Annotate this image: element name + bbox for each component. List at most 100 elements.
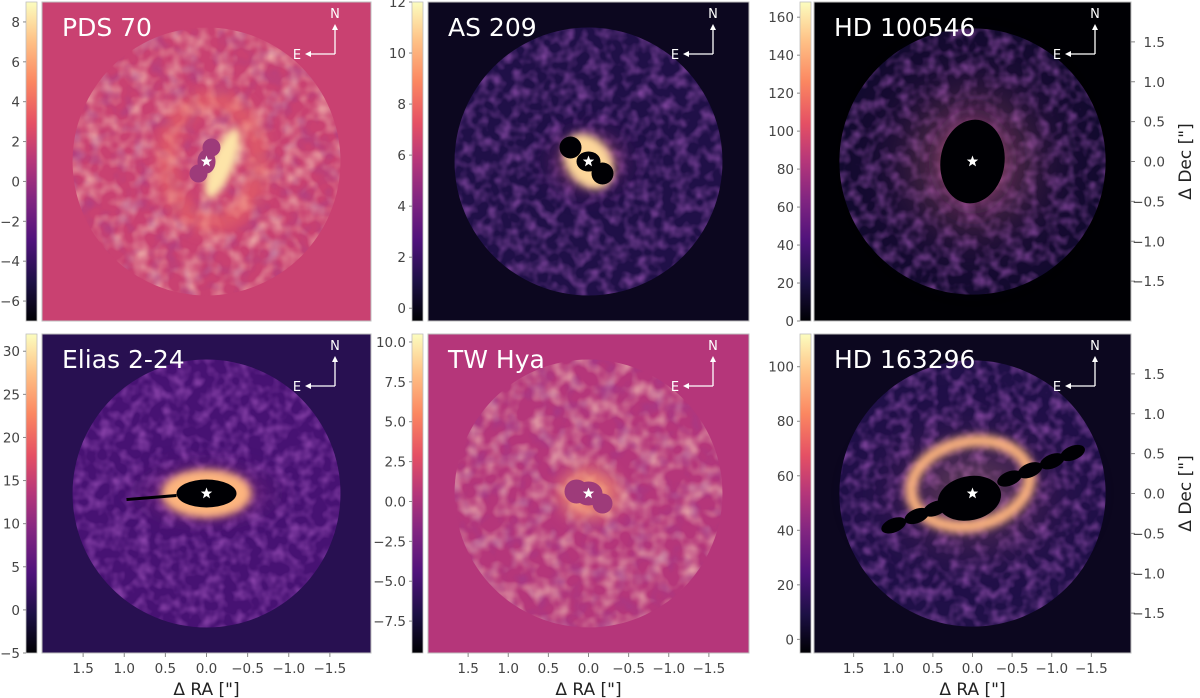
compass-east-label: E — [293, 48, 301, 63]
colorbar — [800, 334, 811, 653]
coronagraph-mask — [997, 470, 1022, 487]
x-tick-label: 0.5 — [155, 661, 176, 677]
colorbar-tick-label: 20 — [3, 430, 20, 446]
coronagraph-mask — [904, 507, 930, 525]
compass-east-head — [1065, 51, 1071, 57]
colorbar-tick-label: 80 — [777, 414, 794, 430]
panel-hd-100546: HD 100546 N E 160 140 120 100 80 60 40 20 0 1.5 1.0 0.… — [768, 1, 1196, 330]
compass-north-head — [710, 24, 716, 30]
colorbar-tick-label: 80 — [777, 162, 794, 178]
panel-frame — [427, 1, 750, 322]
x-axis-label: Δ RA ["] — [555, 680, 621, 698]
image-area — [42, 2, 371, 321]
compass-east-label: E — [293, 380, 301, 395]
compass-east-head — [683, 383, 689, 389]
colorbar-tick-label: −4 — [0, 254, 20, 270]
colorbar-tick-label: 20 — [777, 578, 794, 594]
coronagraph-mask — [1060, 444, 1085, 462]
x-tick-label: 0.0 — [962, 661, 983, 677]
x-tick-label: −0.5 — [996, 661, 1029, 677]
compass-north-head — [1092, 24, 1098, 30]
coronagraph-mask — [1017, 462, 1043, 479]
compass-north-label: N — [330, 339, 340, 354]
x-tick-label: −1.5 — [313, 661, 346, 677]
colorbar-tick-label: −7.5 — [373, 614, 406, 630]
colorbar-tick-label: 100 — [768, 360, 794, 376]
colorbar-tick-label: 2.5 — [385, 455, 406, 471]
colorbar-tick-label: 100 — [768, 124, 794, 140]
colorbar-tick-label: −2 — [0, 214, 20, 230]
image-area — [42, 334, 371, 653]
colorbar-tick-label: 2 — [397, 250, 406, 266]
image-area — [814, 2, 1131, 321]
compass-east-label: E — [671, 380, 679, 395]
panel-title: HD 100546 — [834, 13, 975, 42]
compass-north-label: N — [708, 7, 718, 22]
x-tick-label: −0.5 — [612, 661, 645, 677]
colorbar-tick-label: 8 — [11, 15, 20, 31]
disk-bright-arc — [204, 127, 241, 200]
panel-title: Elias 2-24 — [62, 345, 185, 374]
coronagraph-mask — [559, 136, 582, 159]
colorbar-tick-label: 6 — [11, 55, 20, 71]
y-tick-label: 1.5 — [1144, 35, 1165, 51]
x-tick-label: 1.5 — [72, 661, 93, 677]
colorbar-frame — [799, 333, 812, 654]
colorbar-frame — [25, 333, 38, 654]
image-area — [428, 334, 749, 653]
panel-as-209: AS 209 N E 12 10 8 6 4 2 0 — [389, 0, 750, 322]
x-tick-label: −1.5 — [1075, 661, 1108, 677]
y-tick-label: 1.0 — [1144, 75, 1165, 91]
compass-north-label: N — [1090, 339, 1100, 354]
colorbar-tick-label: 12 — [389, 0, 406, 11]
x-tick-label: 0.0 — [578, 661, 599, 677]
compass-east-head — [1065, 383, 1071, 389]
colorbar-tick-label: 8 — [397, 97, 406, 113]
colorbar-tick-label: 25 — [3, 387, 20, 403]
compass-north-label: N — [1090, 7, 1100, 22]
panel-pds-70: PDS 70 N E 8 6 4 2 0 −2 −4 −6 — [0, 1, 372, 322]
panel-title: HD 163296 — [834, 345, 975, 374]
image-area — [814, 334, 1131, 653]
colorbar-tick-label: −2.5 — [373, 534, 406, 550]
panel-title: PDS 70 — [62, 13, 152, 42]
star-marker — [582, 487, 595, 499]
compass-east-label: E — [1053, 48, 1061, 63]
compass-north-head — [332, 356, 338, 362]
colorbar-frame — [25, 1, 38, 322]
colorbar-tick-label: 20 — [777, 276, 794, 292]
colorbar-tick-label: 0 — [11, 603, 20, 619]
colorbar-tick-label: 0 — [397, 301, 406, 317]
panel-frame — [41, 1, 372, 322]
compass-east-label: E — [1053, 380, 1061, 395]
y-tick-label: −1.0 — [1132, 234, 1165, 250]
colorbar-tick-label: 5 — [11, 560, 20, 576]
colorbar-tick-label: 4 — [397, 199, 406, 215]
x-tick-label: 1.5 — [457, 661, 478, 677]
y-tick-label: 1.0 — [1144, 407, 1165, 423]
x-tick-label: −1.5 — [692, 661, 725, 677]
colorbar-tick-label: 6 — [397, 148, 406, 164]
colorbar-tick-label: 0 — [785, 314, 794, 330]
colorbar-tick-label: −5.0 — [373, 574, 406, 590]
colorbar — [800, 2, 811, 321]
x-tick-label: 1.0 — [498, 661, 519, 677]
y-tick-label: 0.5 — [1144, 447, 1165, 463]
star-marker — [966, 487, 979, 499]
panel-title: TW Hya — [447, 345, 545, 374]
colorbar-tick-label: 5.0 — [385, 415, 406, 431]
colorbar-tick-label: 10 — [389, 46, 406, 62]
star-marker — [200, 487, 213, 499]
colorbar-tick-label: 10 — [3, 517, 20, 533]
colorbar-tick-label: 15 — [3, 474, 20, 490]
compass-east-head — [305, 383, 311, 389]
colorbar — [412, 2, 423, 321]
compass-east-head — [305, 51, 311, 57]
y-tick-label: 1.5 — [1144, 367, 1165, 383]
x-tick-label: 1.0 — [114, 661, 135, 677]
compass-east-label: E — [671, 48, 679, 63]
colorbar-tick-label: 60 — [777, 200, 794, 216]
compass-north-label: N — [330, 7, 340, 22]
x-tick-label: 0.0 — [196, 661, 217, 677]
